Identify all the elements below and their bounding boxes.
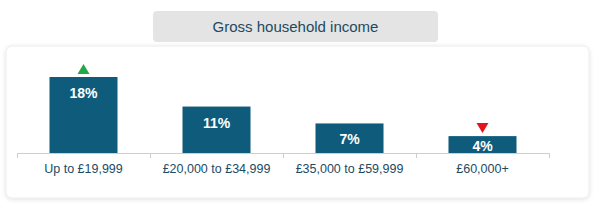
title-box [153, 11, 438, 42]
category-label: £60,000+ [456, 162, 508, 176]
data-label: 18% [69, 85, 98, 101]
significance-marker [78, 64, 90, 74]
bar [316, 123, 384, 153]
data-label: 11% [203, 115, 231, 131]
category-separator [549, 153, 550, 158]
chart: Gross household income Up to £19,999 £20,0… [0, 0, 595, 208]
significance-marker [477, 123, 489, 133]
card [6, 46, 589, 198]
bar [183, 107, 251, 153]
category-label: Up to £19,999 [44, 162, 123, 176]
category-separator [416, 153, 417, 158]
category-label: £20,000 to £34,999 [163, 162, 271, 176]
data-label: 7% [339, 131, 360, 147]
category-separator [150, 153, 151, 158]
data-label: 4% [472, 138, 493, 154]
category-separator [283, 153, 284, 158]
bar [50, 77, 118, 153]
bar [449, 136, 517, 153]
category-separator [17, 153, 18, 158]
category-label: £35,000 to £59,999 [296, 162, 404, 176]
title: Gross household income [213, 18, 379, 35]
